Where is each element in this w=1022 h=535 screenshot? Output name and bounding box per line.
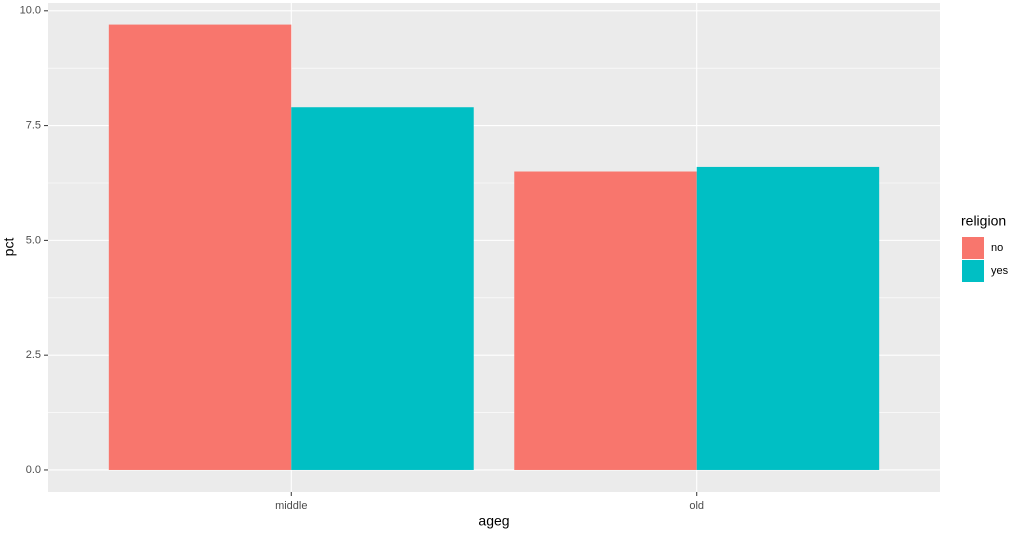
y-axis-title: pct bbox=[1, 238, 17, 257]
y-tick-label: 0.0 bbox=[26, 464, 41, 476]
y-tick-label: 10.0 bbox=[20, 5, 41, 17]
legend-key bbox=[962, 237, 984, 259]
x-axis-title: ageg bbox=[478, 513, 509, 529]
legend-label: yes bbox=[991, 265, 1009, 277]
bar bbox=[108, 24, 292, 470]
y-tick-label: 5.0 bbox=[26, 234, 41, 246]
legend-key bbox=[962, 260, 984, 282]
bar bbox=[291, 107, 474, 470]
x-tick-label: middle bbox=[275, 500, 307, 512]
y-tick-label: 2.5 bbox=[26, 349, 41, 361]
bar bbox=[696, 166, 880, 470]
legend-title: religion bbox=[961, 213, 1006, 229]
bar bbox=[514, 171, 697, 470]
y-tick-label: 7.5 bbox=[26, 120, 41, 132]
x-tick-label: old bbox=[689, 500, 704, 512]
legend-label: no bbox=[991, 242, 1003, 254]
